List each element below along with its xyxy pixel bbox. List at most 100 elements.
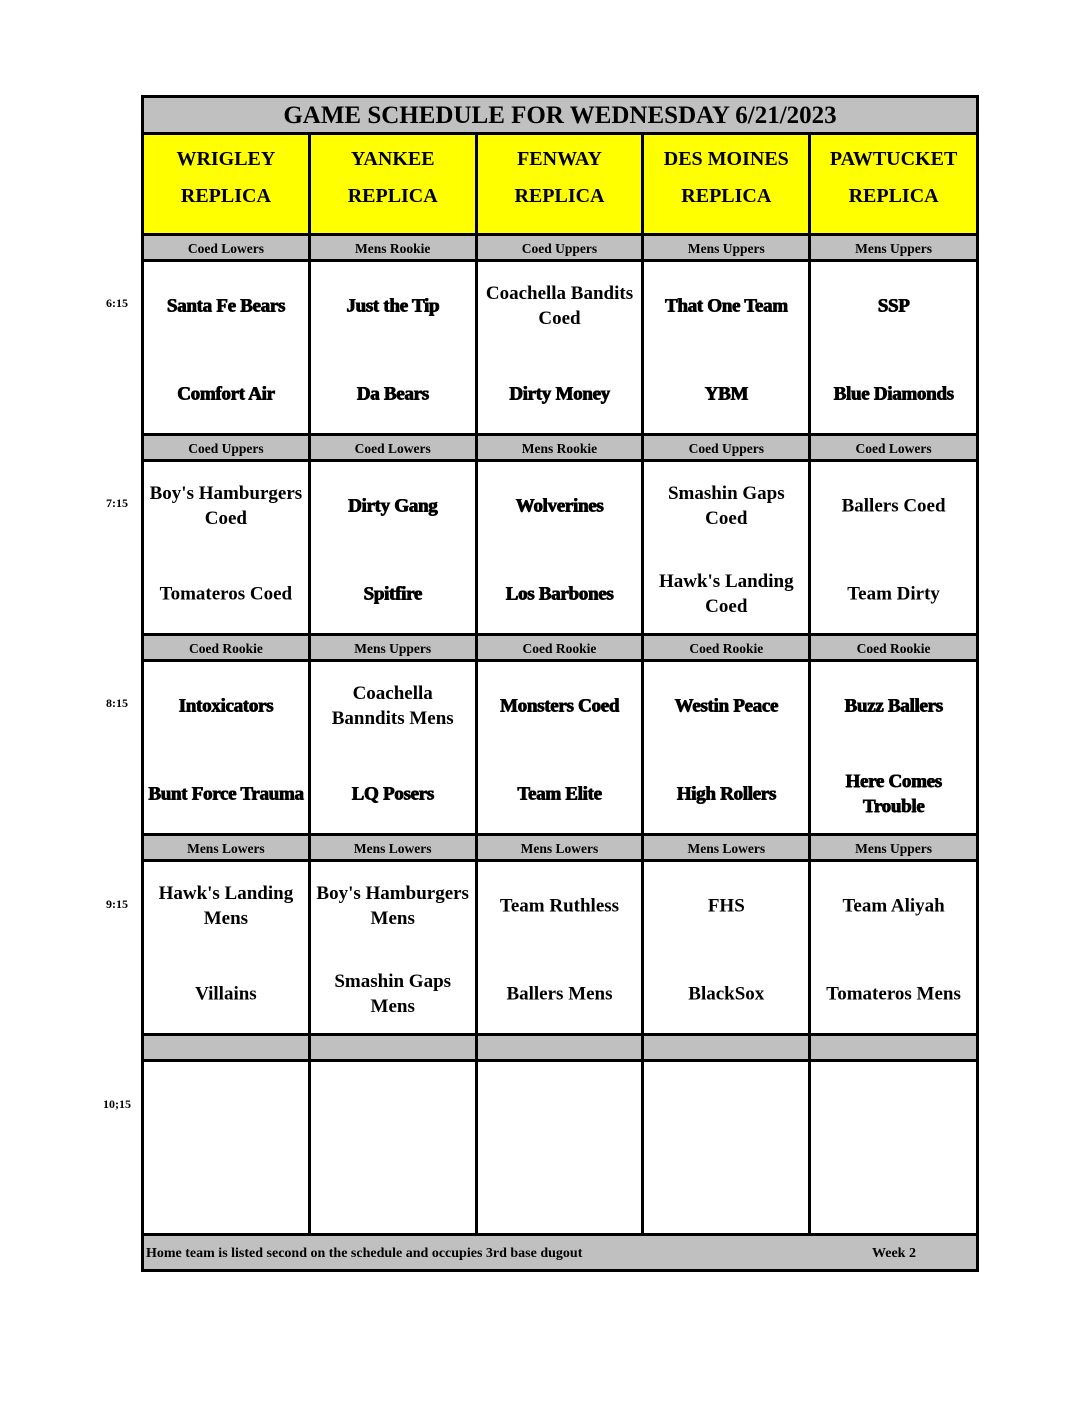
schedule-table: GAME SCHEDULE FOR WEDNESDAY 6/21/2023 WR… [141, 95, 979, 1272]
division-label: Mens Uppers [811, 236, 976, 259]
division-label: Mens Rookie [310, 236, 478, 259]
field-name: FENWAY [517, 148, 602, 170]
division-row: Mens Lowers Mens Lowers Mens Lowers Mens Lo… [144, 833, 976, 862]
away-team: Team Ruthless [499, 895, 620, 917]
home-team: Villains [195, 983, 257, 1005]
division-row: Coed Uppers Coed Lowers Mens Rookie Coed Up… [144, 433, 976, 462]
home-team: YBM [704, 383, 749, 405]
away-team: Smashin Gaps Coed [667, 483, 785, 529]
field-subtitle: REPLICA [514, 185, 605, 207]
division-label [644, 1036, 812, 1059]
away-team: Wolverines [515, 495, 604, 517]
division-label: Coed Lowers [144, 236, 311, 259]
field-subtitle: REPLICA [347, 185, 438, 207]
home-team: BlackSox [688, 983, 765, 1005]
division-label: Coed Lowers [310, 436, 478, 459]
away-team: Team Aliyah [842, 895, 945, 917]
away-team: Westin Peace [674, 695, 779, 717]
home-team: Da Bears [356, 383, 429, 405]
division-label [477, 1036, 645, 1059]
division-label: Coed Uppers [144, 436, 311, 459]
away-team: Coachella Banndits Mens [331, 683, 454, 729]
division-label: Mens Lowers [477, 836, 645, 859]
game-cell: Hawk's Landing Mens Villains [144, 862, 311, 1033]
game-cell [310, 1062, 478, 1233]
division-label: Mens Lowers [310, 836, 478, 859]
division-label: Coed Uppers [644, 436, 812, 459]
game-cell: That One Team YBM [644, 262, 812, 433]
game-cell: Santa Fe Bears Comfort Air [144, 262, 311, 433]
time-label: 10;15 [103, 1097, 131, 1111]
field-header: FENWAY REPLICA [477, 135, 645, 233]
division-label: Mens Uppers [644, 236, 812, 259]
division-label: Coed Rookie [144, 636, 311, 659]
schedule-title: GAME SCHEDULE FOR WEDNESDAY 6/21/2023 [144, 98, 976, 135]
away-team: Ballers Coed [841, 495, 946, 517]
games-row: Intoxicators Bunt Force Trauma Coachella B… [144, 662, 976, 833]
game-cell: Team Aliyah Tomateros Mens [811, 862, 976, 1033]
away-team: Boy's Hamburgers Coed [149, 483, 303, 529]
away-team: Boy's Hamburgers Mens [316, 883, 469, 929]
home-team: Dirty Money [509, 383, 610, 405]
home-team: Los Barbones [505, 583, 614, 605]
games-row [144, 1062, 976, 1233]
game-cell: Team Ruthless Ballers Mens [477, 862, 645, 1033]
game-cell: Just the Tip Da Bears [310, 262, 478, 433]
time-label: 8:15 [106, 696, 128, 710]
game-cell: Smashin Gaps Coed Hawk's Landing Coed [644, 462, 812, 633]
field-subtitle: REPLICA [681, 185, 772, 207]
field-header: DES MOINES REPLICA [644, 135, 812, 233]
division-label: Mens Uppers [310, 636, 478, 659]
away-team: SSP [877, 295, 910, 317]
division-row: Coed Rookie Mens Uppers Coed Rookie Coed Ro… [144, 633, 976, 662]
game-cell: Boy's Hamburgers Coed Tomateros Coed [144, 462, 311, 633]
home-team: Blue Diamonds [833, 383, 954, 405]
game-cell: Buzz Ballers Here Comes Trouble [811, 662, 976, 833]
division-label [310, 1036, 478, 1059]
division-label: Mens Lowers [644, 836, 812, 859]
time-label: 7:15 [106, 496, 128, 510]
away-team: Hawk's Landing Mens [158, 883, 294, 929]
division-row [144, 1033, 976, 1062]
game-cell [644, 1062, 812, 1233]
division-label: Coed Rookie [644, 636, 812, 659]
field-header: WRIGLEY REPLICA [144, 135, 311, 233]
field-name: WRIGLEY [176, 148, 276, 170]
home-team: Spitfire [363, 583, 422, 605]
field-header: PAWTUCKET REPLICA [811, 135, 976, 233]
field-header-row: WRIGLEY REPLICA YANKEE REPLICA FENWAY REPLICA… [144, 135, 976, 233]
footer: Home team is listed second on the schedu… [144, 1233, 976, 1269]
away-team: Intoxicators [178, 695, 274, 717]
division-label: Coed Lowers [811, 436, 976, 459]
time-label: 9:15 [106, 897, 128, 911]
home-team: Team Elite [517, 783, 602, 805]
division-label: Coed Rookie [811, 636, 976, 659]
games-row: Hawk's Landing Mens Villains Boy's Hamburg… [144, 862, 976, 1033]
field-header: YANKEE REPLICA [310, 135, 478, 233]
field-name: PAWTUCKET [829, 148, 958, 170]
home-team: LQ Posers [351, 783, 435, 805]
game-cell: Ballers Coed Team Dirty [811, 462, 976, 633]
game-cell: Coachella Bandits Coed Dirty Money [477, 262, 645, 433]
game-cell [477, 1062, 645, 1233]
home-team: High Rollers [676, 783, 777, 805]
field-subtitle: REPLICA [848, 185, 939, 207]
field-name: YANKEE [350, 148, 435, 170]
home-team: Team Dirty [847, 583, 940, 605]
home-team: Ballers Mens [506, 983, 613, 1005]
away-team: Coachella Bandits Coed [485, 283, 634, 329]
home-team: Tomateros Mens [826, 983, 961, 1005]
away-team: Santa Fe Bears [166, 295, 286, 317]
games-row: Santa Fe Bears Comfort Air Just the Tip Da … [144, 262, 976, 433]
game-cell: Monsters Coed Team Elite [477, 662, 645, 833]
game-cell: FHS BlackSox [644, 862, 812, 1033]
division-label: Mens Uppers [811, 836, 976, 859]
division-label: Coed Uppers [477, 236, 645, 259]
home-team: Tomateros Coed [159, 583, 293, 605]
division-label [811, 1036, 976, 1059]
home-team: Comfort Air [177, 383, 275, 405]
field-name: DES MOINES [663, 148, 789, 170]
away-team: Buzz Ballers [844, 695, 943, 717]
time-label: 6:15 [106, 296, 128, 310]
division-label [144, 1036, 311, 1059]
